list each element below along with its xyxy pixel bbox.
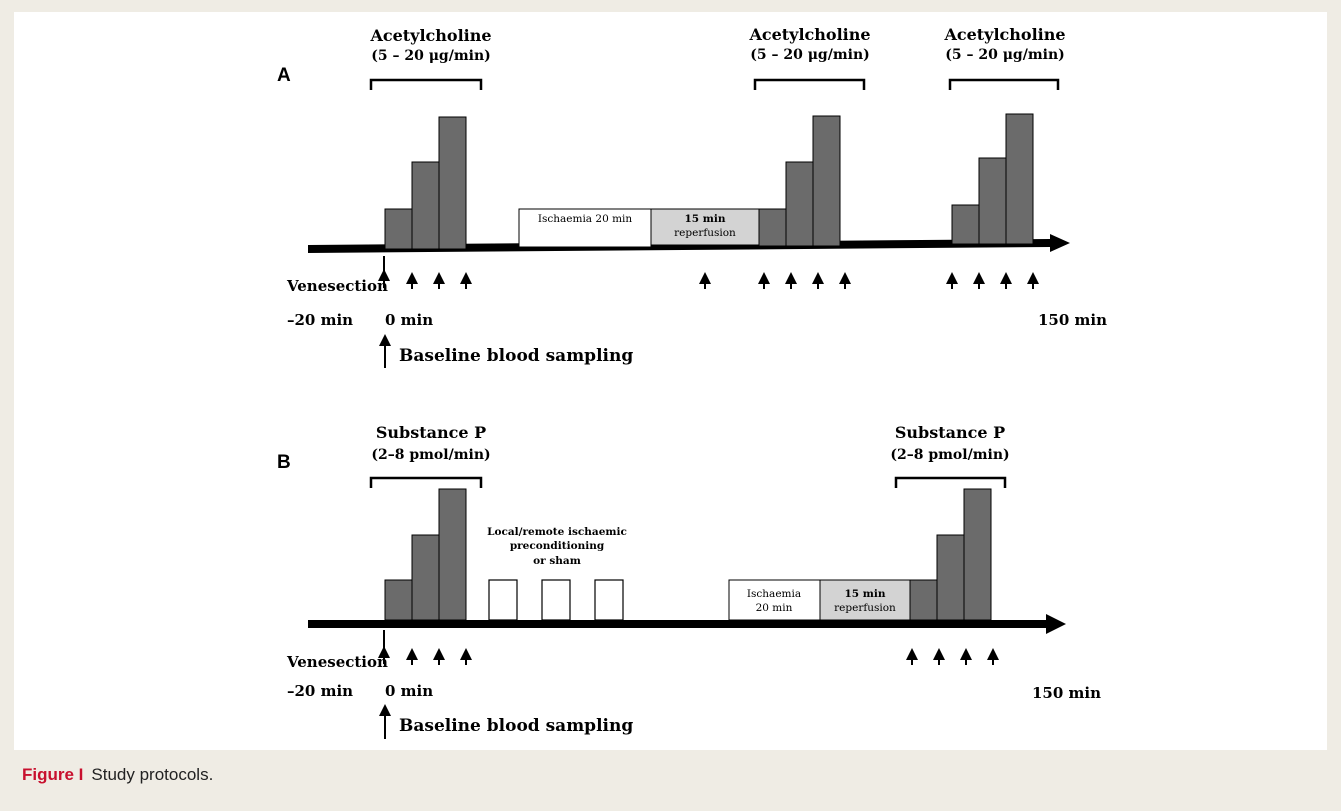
panel-a-letter: A: [277, 65, 291, 86]
dose-bar: [812, 115, 841, 247]
dose-bar: [963, 488, 992, 621]
drug-dose: (5 – 20 μg/min): [750, 47, 870, 63]
dose-bar: [438, 116, 467, 250]
preconditioning-label-line3: or sham: [533, 555, 581, 567]
preconditioning-cycle: [488, 579, 518, 621]
reperfusion-box: [819, 579, 911, 621]
reperfusion-label-line1: 15 min: [844, 588, 885, 600]
time-end-label: 150 min: [1038, 311, 1107, 329]
dose-bar: [758, 208, 787, 247]
ischaemia-label-line2: 20 min: [756, 602, 793, 614]
drug-dose: (5 – 20 μg/min): [371, 48, 491, 64]
ischaemia-box: [518, 208, 652, 248]
drug-name: Acetylcholine: [748, 25, 870, 44]
venesection-label: Venesection: [286, 653, 388, 671]
reperfusion-label-line2: reperfusion: [674, 227, 736, 239]
dose-bracket: [753, 78, 866, 90]
drug-name: Substance P: [376, 423, 486, 442]
ischaemia-label: Ischaemia 20 min: [538, 213, 633, 225]
dose-bar: [384, 208, 413, 250]
dose-bar: [438, 488, 467, 621]
dose-bracket: [948, 78, 1060, 90]
preconditioning-label-line1: Local/remote ischaemic: [487, 526, 627, 538]
panel-b-letter: B: [277, 452, 291, 473]
panel-a-drug-group-3: Acetylcholine (5 – 20 μg/min): [943, 25, 1066, 245]
baseline-label: Baseline blood sampling: [399, 716, 633, 736]
reperfusion-label-line1: 15 min: [684, 213, 725, 225]
dose-bar: [384, 579, 413, 621]
dose-bar: [909, 579, 938, 621]
preconditioning-group: Local/remote ischaemic preconditioning o…: [487, 526, 627, 621]
drug-dose: (2–8 pmol/min): [371, 447, 490, 463]
time-end-label: 150 min: [1032, 684, 1101, 702]
panel-a: A Acetylcholine (5 – 20 μg/min) Ischaemi…: [277, 25, 1107, 368]
reperfusion-box: [650, 208, 760, 246]
panel-a-drug-group-2: Acetylcholine (5 – 20 μg/min): [748, 25, 871, 247]
reperfusion-label-line2: reperfusion: [834, 602, 896, 614]
dose-bar: [936, 534, 965, 621]
panel-b-timeline: [308, 614, 1066, 634]
preconditioning-cycle: [594, 579, 624, 621]
panel-b: B Substance P (2–8 pmol/min) Local/remot…: [277, 423, 1101, 739]
dose-bar: [785, 161, 814, 247]
dose-bar: [411, 161, 440, 250]
time-start-label: –20 min: [287, 682, 353, 700]
ischaemia-label-line1: Ischaemia: [747, 588, 801, 600]
panel-a-sampling-arrows: [378, 256, 1039, 289]
drug-name: Acetylcholine: [943, 25, 1065, 44]
dose-bar: [951, 204, 980, 245]
drug-dose: (2–8 pmol/min): [890, 447, 1009, 463]
venesection-label: Venesection: [286, 277, 388, 295]
dose-bracket: [894, 476, 1007, 488]
panel-b-drug-group-1: Substance P (2–8 pmol/min): [369, 423, 491, 621]
panel-b-sampling-arrows: [378, 630, 999, 665]
preconditioning-cycle: [541, 579, 571, 621]
drug-name: Substance P: [895, 423, 1005, 442]
time-start-label: –20 min: [287, 311, 353, 329]
ischaemia-box: [728, 579, 821, 621]
panel-b-drug-group-2: Substance P (2–8 pmol/min): [890, 423, 1010, 621]
figure-caption: Figure I Study protocols.: [22, 765, 213, 785]
dose-bar: [978, 157, 1007, 245]
dose-bracket: [369, 78, 483, 90]
time-zero-label: 0 min: [385, 311, 433, 329]
panel-a-drug-group-1: Acetylcholine (5 – 20 μg/min): [369, 26, 492, 250]
dose-bracket: [369, 476, 483, 488]
time-zero-label: 0 min: [385, 682, 433, 700]
preconditioning-label-line2: preconditioning: [510, 540, 605, 552]
drug-dose: (5 – 20 μg/min): [945, 47, 1065, 63]
dose-bar: [1005, 113, 1034, 245]
baseline-label: Baseline blood sampling: [399, 346, 633, 366]
caption-label: Figure I: [22, 765, 84, 784]
dose-bar: [411, 534, 440, 621]
drug-name: Acetylcholine: [369, 26, 491, 45]
caption-text: Study protocols.: [91, 765, 214, 784]
